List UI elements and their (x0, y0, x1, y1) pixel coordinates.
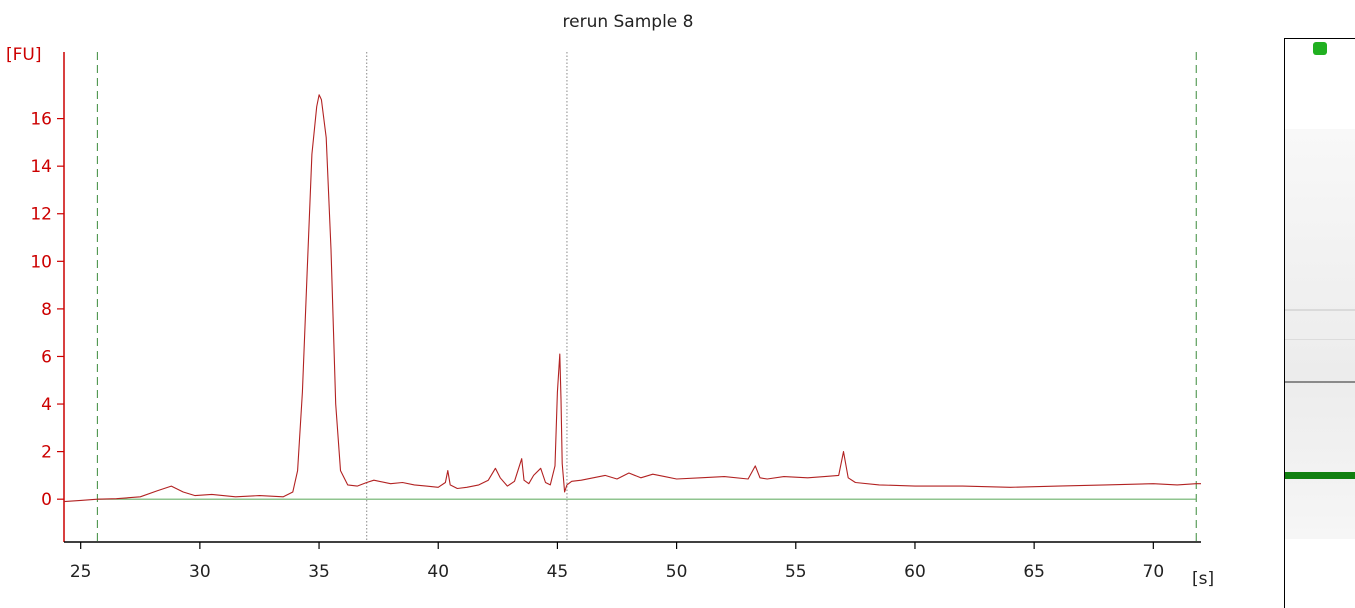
gel-marker-band-lower (1285, 472, 1355, 479)
y-tick-label: 2 (41, 443, 52, 463)
gel-band-faint (1285, 309, 1355, 311)
x-tick-label: 40 (427, 562, 449, 582)
x-tick-label: 45 (547, 562, 569, 582)
x-tick-label: 30 (189, 562, 211, 582)
x-axis-label: [s] (1192, 569, 1214, 589)
x-tick-label: 60 (904, 562, 926, 582)
x-tick-label: 35 (308, 562, 330, 582)
y-tick-label: 6 (41, 347, 52, 367)
y-tick-label: 12 (30, 205, 52, 225)
y-tick-label: 8 (41, 300, 52, 320)
y-tick-label: 0 (41, 490, 52, 510)
electropherogram-chart: rerun Sample 8 [FU] [s] 0 2 4 6 8 10 12 14 16 25 3… (6, 12, 1214, 589)
chart-title: rerun Sample 8 (563, 12, 694, 32)
y-tick-label: 14 (30, 157, 52, 177)
x-tick-label: 55 (785, 562, 807, 582)
gel-band-faint-2 (1285, 339, 1355, 340)
x-tick-label: 25 (70, 562, 92, 582)
y-tick-label: 16 (30, 110, 52, 130)
x-tick-label: 70 (1143, 562, 1165, 582)
y-tick-label: 10 (30, 252, 52, 272)
gel-lane (1284, 38, 1355, 608)
x-tick-label: 50 (666, 562, 688, 582)
gel-band-upper (1285, 381, 1355, 383)
x-tick-label: 65 (1023, 562, 1045, 582)
gel-marker-upper (1313, 42, 1327, 55)
y-tick-label: 4 (41, 395, 52, 415)
signal-trace (63, 94, 1201, 503)
y-axis-label: [FU] (6, 45, 42, 65)
gel-smear (1285, 129, 1355, 539)
